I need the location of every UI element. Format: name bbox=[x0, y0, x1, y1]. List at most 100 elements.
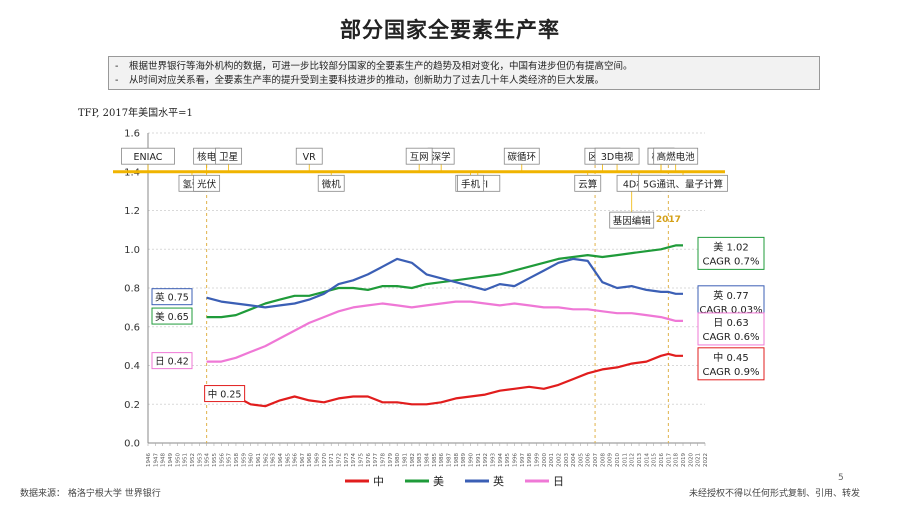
x-tick-label: 2020 bbox=[688, 453, 694, 467]
milestone-label-above-box bbox=[594, 147, 640, 165]
milestone-label-below: 手机 bbox=[461, 178, 481, 190]
milestone-label-below-box bbox=[609, 211, 655, 229]
x-tick-label: 1964 bbox=[278, 453, 284, 467]
x-tick-label: 1975 bbox=[359, 453, 365, 467]
x-tick-label: 1959 bbox=[241, 453, 247, 467]
end-label-cagr: CAGR 0.03% bbox=[699, 305, 762, 316]
milestone-label-below: 云算 bbox=[578, 178, 597, 190]
milestone-label-below-box bbox=[457, 174, 484, 192]
x-tick-label: 1983 bbox=[417, 453, 423, 467]
x-tick-label: 1981 bbox=[403, 453, 409, 467]
x-tick-label: 2015 bbox=[652, 453, 658, 467]
y-tick-label: 0.8 bbox=[124, 284, 140, 295]
x-tick-label: 1970 bbox=[322, 453, 328, 467]
x-tick-label: 1947 bbox=[153, 453, 159, 467]
x-tick-label: 1982 bbox=[410, 453, 416, 467]
start-label: 日 0.42 bbox=[155, 357, 189, 368]
x-tick-label: 1991 bbox=[476, 453, 482, 467]
x-tick-label: 1974 bbox=[351, 453, 357, 467]
x-tick-label: 1990 bbox=[468, 453, 474, 467]
series-line-美 bbox=[206, 244, 683, 319]
milestone-label-above-box bbox=[215, 147, 243, 165]
end-label-box bbox=[697, 312, 765, 346]
x-tick-label: 1966 bbox=[293, 453, 299, 467]
y-tick-label: 0.4 bbox=[124, 361, 140, 372]
x-tick-label: 1971 bbox=[329, 453, 335, 467]
series-line-中 bbox=[206, 352, 683, 408]
end-label-cagr: CAGR 0.6% bbox=[703, 332, 760, 343]
x-tick-label: 1985 bbox=[432, 453, 438, 467]
x-tick-label: 1980 bbox=[395, 453, 401, 467]
x-tick-label: 1952 bbox=[190, 453, 196, 467]
x-tick-label: 2005 bbox=[578, 453, 584, 467]
milestone-label-above: 卫星 bbox=[219, 152, 238, 163]
milestone-label-above: ENIAC bbox=[134, 152, 163, 163]
x-tick-label: 1972 bbox=[337, 453, 343, 467]
end-label-box bbox=[697, 347, 765, 381]
note-line: - 从时间对应关系看，全要素生产率的提升受到主要科技进步的推动，创新助力了过去几十… bbox=[115, 75, 605, 86]
y-tick-label: 1.6 bbox=[124, 129, 140, 140]
copyright-note: 未经授权不得以任何形式复制、引用、转发 bbox=[688, 489, 860, 499]
x-tick-label: 2006 bbox=[586, 453, 592, 467]
milestone-label-above-box bbox=[405, 147, 433, 165]
milestone-label-above: 深学 bbox=[432, 151, 451, 163]
start-label-box bbox=[204, 385, 246, 403]
x-tick-label: 1962 bbox=[263, 453, 269, 467]
x-tick-label: 2008 bbox=[600, 453, 606, 467]
milestone-label-below-box bbox=[193, 174, 221, 192]
x-tick-label: 2001 bbox=[549, 453, 555, 467]
vline-year-label: 2017 bbox=[656, 215, 681, 225]
x-tick-label: 1978 bbox=[381, 453, 387, 467]
x-tick-label: 1997 bbox=[520, 453, 526, 467]
x-tick-label: 1963 bbox=[271, 453, 277, 467]
y-tick-label: 1.0 bbox=[124, 245, 140, 256]
x-tick-label: 1951 bbox=[183, 453, 189, 467]
x-tick-label: 2022 bbox=[703, 453, 709, 467]
x-tick-label: 1953 bbox=[197, 453, 203, 467]
start-label: 美 0.65 bbox=[155, 311, 189, 323]
x-tick-label: 1961 bbox=[256, 453, 262, 467]
x-tick-label: 2000 bbox=[542, 453, 548, 467]
x-tick-label: 1986 bbox=[439, 453, 445, 467]
note-text-1: 根据世界银行等海外机构的数据，可进一步比较部分国家的全要素生产的趋势及相对变化，… bbox=[129, 61, 633, 72]
start-label-box bbox=[151, 352, 193, 370]
y-tick-label: 0.2 bbox=[124, 400, 140, 411]
y-axis-title: TFP, 2017年美国水平=1 bbox=[78, 108, 193, 119]
milestone-label-above: 碳循环 bbox=[508, 151, 537, 163]
x-tick-label: 2007 bbox=[593, 453, 599, 467]
x-tick-label: 1993 bbox=[490, 453, 496, 467]
source-note: 数据来源： 格洛宁根大学 世界银行 bbox=[20, 489, 161, 499]
legend-label: 日 bbox=[553, 475, 564, 488]
x-tick-label: 2003 bbox=[564, 453, 570, 467]
x-tick-label: 2018 bbox=[674, 453, 680, 467]
note-line: - 根据世界银行等海外机构的数据，可进一步比较部分国家的全要素生产的趋势及相对变化… bbox=[115, 61, 633, 72]
x-tick-label: 1955 bbox=[212, 453, 218, 467]
x-tick-label: 2019 bbox=[681, 453, 687, 467]
x-tick-label: 1976 bbox=[366, 453, 372, 467]
x-tick-label: 1992 bbox=[483, 453, 489, 467]
x-tick-label: 1996 bbox=[512, 453, 518, 467]
x-tick-label: 1949 bbox=[168, 453, 174, 467]
x-tick-label: 1989 bbox=[461, 453, 467, 467]
x-tick-label: 1954 bbox=[205, 453, 211, 467]
x-tick-label: 2014 bbox=[644, 453, 650, 467]
milestone-label-below-box bbox=[574, 174, 602, 192]
x-tick-label: 1965 bbox=[285, 453, 291, 467]
x-tick-label: 1995 bbox=[505, 453, 511, 467]
x-tick-label: 1979 bbox=[388, 453, 394, 467]
x-tick-label: 1950 bbox=[175, 453, 181, 467]
x-tick-label: 1958 bbox=[234, 453, 240, 467]
x-tick-label: 1977 bbox=[373, 453, 379, 467]
x-tick-label: 2012 bbox=[630, 453, 636, 467]
x-tick-label: 2013 bbox=[637, 453, 643, 467]
x-tick-label: 2016 bbox=[659, 453, 665, 467]
x-tick-label: 1973 bbox=[344, 453, 350, 467]
x-tick-label: 2004 bbox=[571, 453, 577, 467]
milestone-label-below: 光伏 bbox=[197, 178, 217, 190]
x-tick-label: 1998 bbox=[527, 453, 533, 467]
milestone-label-below: 微机 bbox=[322, 178, 342, 190]
milestone-label-above-box bbox=[503, 147, 540, 165]
x-tick-label: 1946 bbox=[146, 453, 152, 467]
milestone-label-above: 互网 bbox=[410, 152, 429, 163]
y-tick-label: 0.6 bbox=[124, 322, 140, 333]
